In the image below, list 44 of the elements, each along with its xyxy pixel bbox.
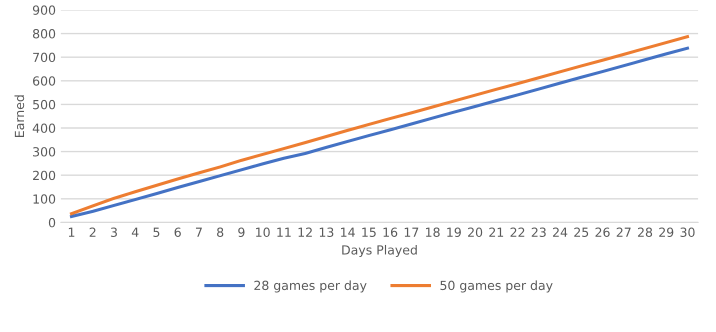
- x-tick-label: 17: [404, 228, 418, 237]
- x-tick-label: 7: [196, 228, 202, 237]
- x-tick-label: 21: [489, 228, 504, 237]
- x-tick-label: 2: [90, 228, 96, 237]
- x-tick-label: 4: [132, 228, 138, 237]
- x-tick-label: 10: [256, 228, 270, 237]
- x-tick-label: 14: [341, 228, 355, 237]
- y-tick-label: 100: [34, 194, 56, 204]
- y-axis-title: Earned: [14, 95, 24, 137]
- x-tick-label: 27: [616, 228, 631, 237]
- x-tick-label: 15: [362, 228, 376, 237]
- x-tick-label: 30: [680, 228, 695, 237]
- x-tick-label: 24: [552, 228, 568, 237]
- x-tick-label: 18: [426, 228, 440, 237]
- x-tick-label: 12: [298, 228, 312, 237]
- y-tick-label: 300: [33, 147, 56, 157]
- legend-label: 28 games per day: [254, 280, 367, 293]
- x-tick-label: 20: [468, 228, 482, 237]
- x-tick-label: 16: [384, 228, 398, 237]
- x-tick-label: 9: [238, 228, 245, 237]
- y-tick-label: 500: [33, 100, 56, 110]
- x-tick-label: 23: [532, 228, 546, 237]
- y-tick-label: 700: [33, 52, 56, 62]
- x-axis-title: Days Played: [342, 244, 417, 258]
- x-tick-label: 25: [574, 228, 588, 237]
- x-tick-label: 5: [153, 228, 160, 237]
- x-tick-label: 22: [510, 228, 524, 237]
- y-tick-label: 600: [33, 76, 56, 86]
- x-tick-label: 1: [68, 228, 74, 237]
- x-tick-label: 26: [595, 228, 610, 237]
- x-tick-label: 29: [659, 228, 674, 237]
- x-tick-label: 6: [174, 228, 181, 237]
- x-tick-label: 13: [320, 228, 334, 237]
- y-tick-label: 900: [32, 5, 56, 15]
- legend-label: 50 games per day: [440, 280, 553, 293]
- y-tick-label: 0: [48, 218, 56, 228]
- x-tick-label: 8: [217, 228, 224, 237]
- y-tick-label: 200: [33, 170, 56, 180]
- x-tick-label: 3: [110, 228, 117, 237]
- y-tick-label: 400: [32, 123, 56, 133]
- y-tick-label: 800: [32, 29, 56, 38]
- x-tick-label: 11: [277, 228, 291, 237]
- x-tick-label: 19: [447, 228, 461, 237]
- x-tick-label: 28: [638, 228, 652, 237]
